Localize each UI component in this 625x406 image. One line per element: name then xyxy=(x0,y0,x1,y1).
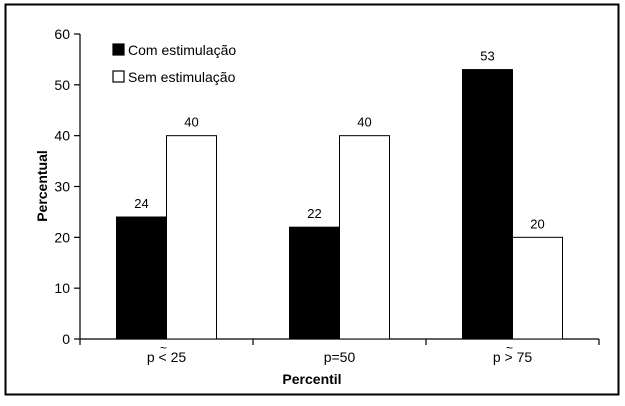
y-tick-label: 50 xyxy=(54,77,70,93)
x-axis-title: Percentil xyxy=(282,371,341,387)
legend-swatch xyxy=(112,43,125,56)
data-label: 22 xyxy=(307,206,321,221)
y-tick-label: 0 xyxy=(62,331,70,347)
data-label: 24 xyxy=(134,196,148,211)
legend-label: Com estimulação xyxy=(128,42,236,58)
x-tick-label: p=50 xyxy=(324,349,356,365)
x-tick-label-mark: ~ xyxy=(506,341,513,355)
bar xyxy=(512,236,563,340)
y-tick-label: 20 xyxy=(54,229,70,245)
bar xyxy=(116,216,167,340)
y-tick-label: 60 xyxy=(54,26,70,42)
bar xyxy=(166,135,217,340)
x-tick-label: p > 75 xyxy=(493,349,533,365)
legend: Com estimulação Sem estimulação xyxy=(112,42,236,85)
legend-label: Sem estimulação xyxy=(128,69,236,85)
y-tick-label: 10 xyxy=(54,280,70,296)
y-tick-label: 30 xyxy=(54,179,70,195)
legend-swatch xyxy=(112,70,125,83)
data-label: 40 xyxy=(184,115,198,130)
bar xyxy=(339,135,390,340)
outer-border xyxy=(4,3,620,396)
y-tick-label: 40 xyxy=(54,128,70,144)
data-labels: 24 40 22 40 53 20 xyxy=(134,49,544,232)
y-axis-title: Percentual xyxy=(34,150,50,222)
bars xyxy=(116,69,563,340)
bar xyxy=(462,69,513,340)
data-label: 40 xyxy=(357,115,371,130)
data-label: 20 xyxy=(530,216,544,231)
bar xyxy=(289,226,340,340)
data-label: 53 xyxy=(480,49,494,64)
x-tick-label-mark: ~ xyxy=(160,341,167,355)
x-tick-label: p < 25 xyxy=(147,349,187,365)
